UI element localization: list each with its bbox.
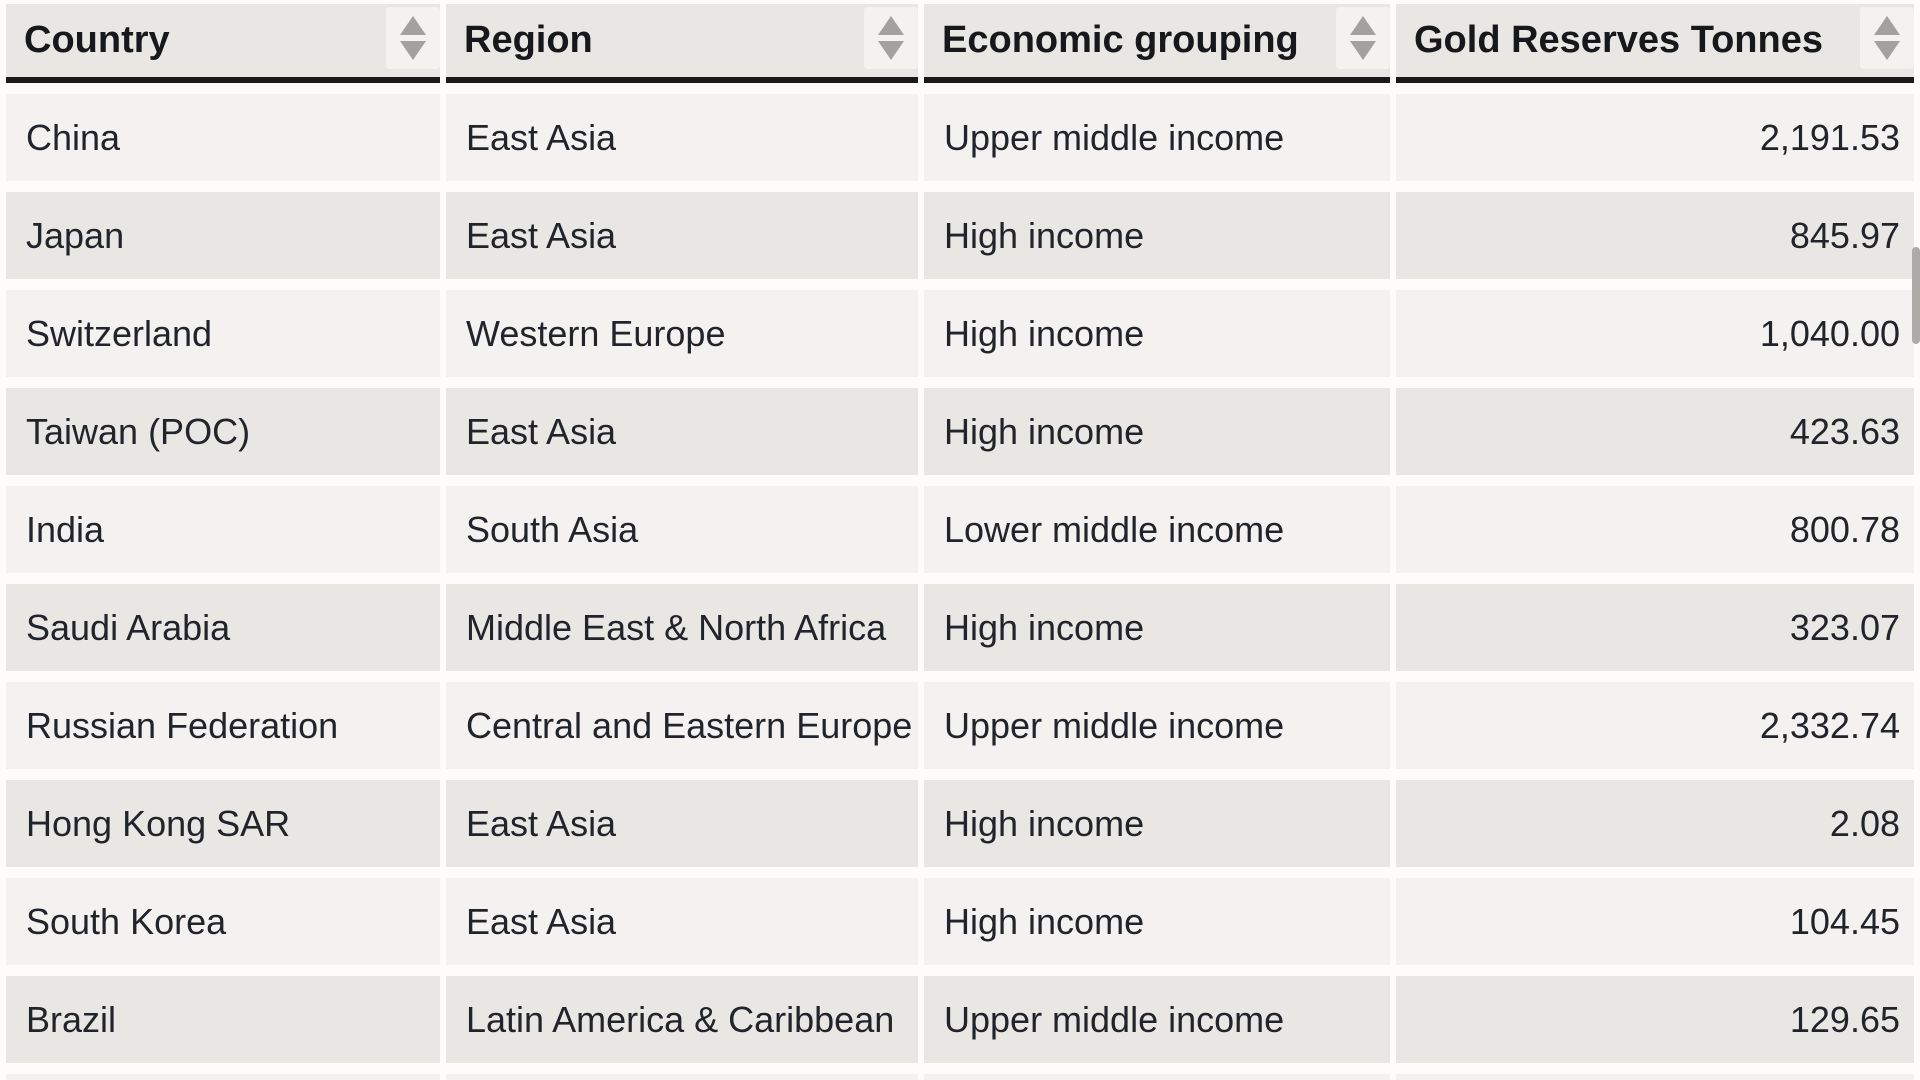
table-cell: Western Europe [446, 290, 918, 377]
table-cell: 2,191.53 [1396, 94, 1914, 181]
table-cell: Upper middle income [924, 682, 1390, 769]
sort-desc-icon [1350, 41, 1376, 60]
table-cell [446, 1074, 918, 1080]
table-cell: High income [924, 290, 1390, 377]
column-header-label: Region [464, 19, 593, 61]
sort-asc-icon [1350, 16, 1376, 35]
table-row: Brazil Latin America & Caribbean Upper mid… [6, 976, 1914, 1063]
table-cell: China [6, 94, 440, 181]
sort-asc-icon [1874, 16, 1900, 35]
table-cell: Latin America & Caribbean [446, 976, 918, 1063]
table-cell: High income [924, 584, 1390, 671]
table-row: Saudi Arabia Middle East & North Africa Hi… [6, 584, 1914, 671]
table-cell: Brazil [6, 976, 440, 1063]
table-body: China East Asia Upper middle income 2,191.5… [6, 94, 1914, 1080]
table-cell: Saudi Arabia [6, 584, 440, 671]
table-cell: 104.45 [1396, 878, 1914, 965]
table-cell: Upper middle income [924, 94, 1390, 181]
table-cell: Japan [6, 192, 440, 279]
table-cell: Hong Kong SAR [6, 780, 440, 867]
table-cell: Middle East & North Africa [446, 584, 918, 671]
table-cell: High income [924, 388, 1390, 475]
sort-button[interactable] [1860, 7, 1914, 69]
sort-desc-icon [400, 41, 426, 60]
table-cell: 845.97 [1396, 192, 1914, 279]
table-row: Japan East Asia High income 845.97 [6, 192, 1914, 279]
table-row: China East Asia Upper middle income 2,191.5… [6, 94, 1914, 181]
table-cell: High income [924, 780, 1390, 867]
table-cell: Taiwan (POC) [6, 388, 440, 475]
table-row: Switzerland Western Europe High income 1,04… [6, 290, 1914, 377]
scrollbar-thumb[interactable] [1912, 247, 1920, 344]
column-header-gold-reserves-tonnes[interactable]: Gold Reserves Tonnes [1396, 4, 1914, 83]
header-row: Country Region Economic grouping [6, 4, 1914, 83]
table-cell: 323.07 [1396, 584, 1914, 671]
sort-button[interactable] [864, 7, 918, 69]
table-cell: 129.65 [1396, 976, 1914, 1063]
table-row: Taiwan (POC) East Asia High income 423.63 [6, 388, 1914, 475]
table-cell: 2,332.74 [1396, 682, 1914, 769]
column-header-region[interactable]: Region [446, 4, 918, 83]
column-header-label: Gold Reserves Tonnes [1414, 19, 1823, 61]
table-cell: East Asia [446, 192, 918, 279]
sort-button[interactable] [386, 7, 440, 69]
sort-desc-icon [1874, 41, 1900, 60]
sort-asc-icon [878, 16, 904, 35]
column-header-label: Economic grouping [942, 19, 1299, 61]
sort-desc-icon [878, 41, 904, 60]
column-header-label: Country [24, 19, 170, 61]
table-cell: 2.08 [1396, 780, 1914, 867]
table-row-partial [6, 1074, 1914, 1080]
sort-asc-icon [400, 16, 426, 35]
table-row: Russian Federation Central and Eastern Eu… [6, 682, 1914, 769]
column-header-economic-grouping[interactable]: Economic grouping [924, 4, 1390, 83]
sort-button[interactable] [1336, 7, 1390, 69]
table-cell: Lower middle income [924, 486, 1390, 573]
table-cell: East Asia [446, 878, 918, 965]
table-cell: South Asia [446, 486, 918, 573]
column-header-country[interactable]: Country [6, 4, 440, 83]
table-cell: East Asia [446, 94, 918, 181]
table-cell: India [6, 486, 440, 573]
table-cell [924, 1074, 1390, 1080]
table-cell: Russian Federation [6, 682, 440, 769]
table-cell [1396, 1074, 1914, 1080]
table-cell: 423.63 [1396, 388, 1914, 475]
table-cell: 1,040.00 [1396, 290, 1914, 377]
table-cell [6, 1074, 440, 1080]
table-cell: South Korea [6, 878, 440, 965]
table-cell: East Asia [446, 780, 918, 867]
table-row: South Korea East Asia High income 104.45 [6, 878, 1914, 965]
table-cell: Upper middle income [924, 976, 1390, 1063]
table-row: India South Asia Lower middle income 800.78 [6, 486, 1914, 573]
table-cell: High income [924, 192, 1390, 279]
table-cell: High income [924, 878, 1390, 965]
table-row: Hong Kong SAR East Asia High income 2.08 [6, 780, 1914, 867]
table-cell: East Asia [446, 388, 918, 475]
table-cell: Central and Eastern Europe [446, 682, 918, 769]
table-cell: Switzerland [6, 290, 440, 377]
table-cell: 800.78 [1396, 486, 1914, 573]
